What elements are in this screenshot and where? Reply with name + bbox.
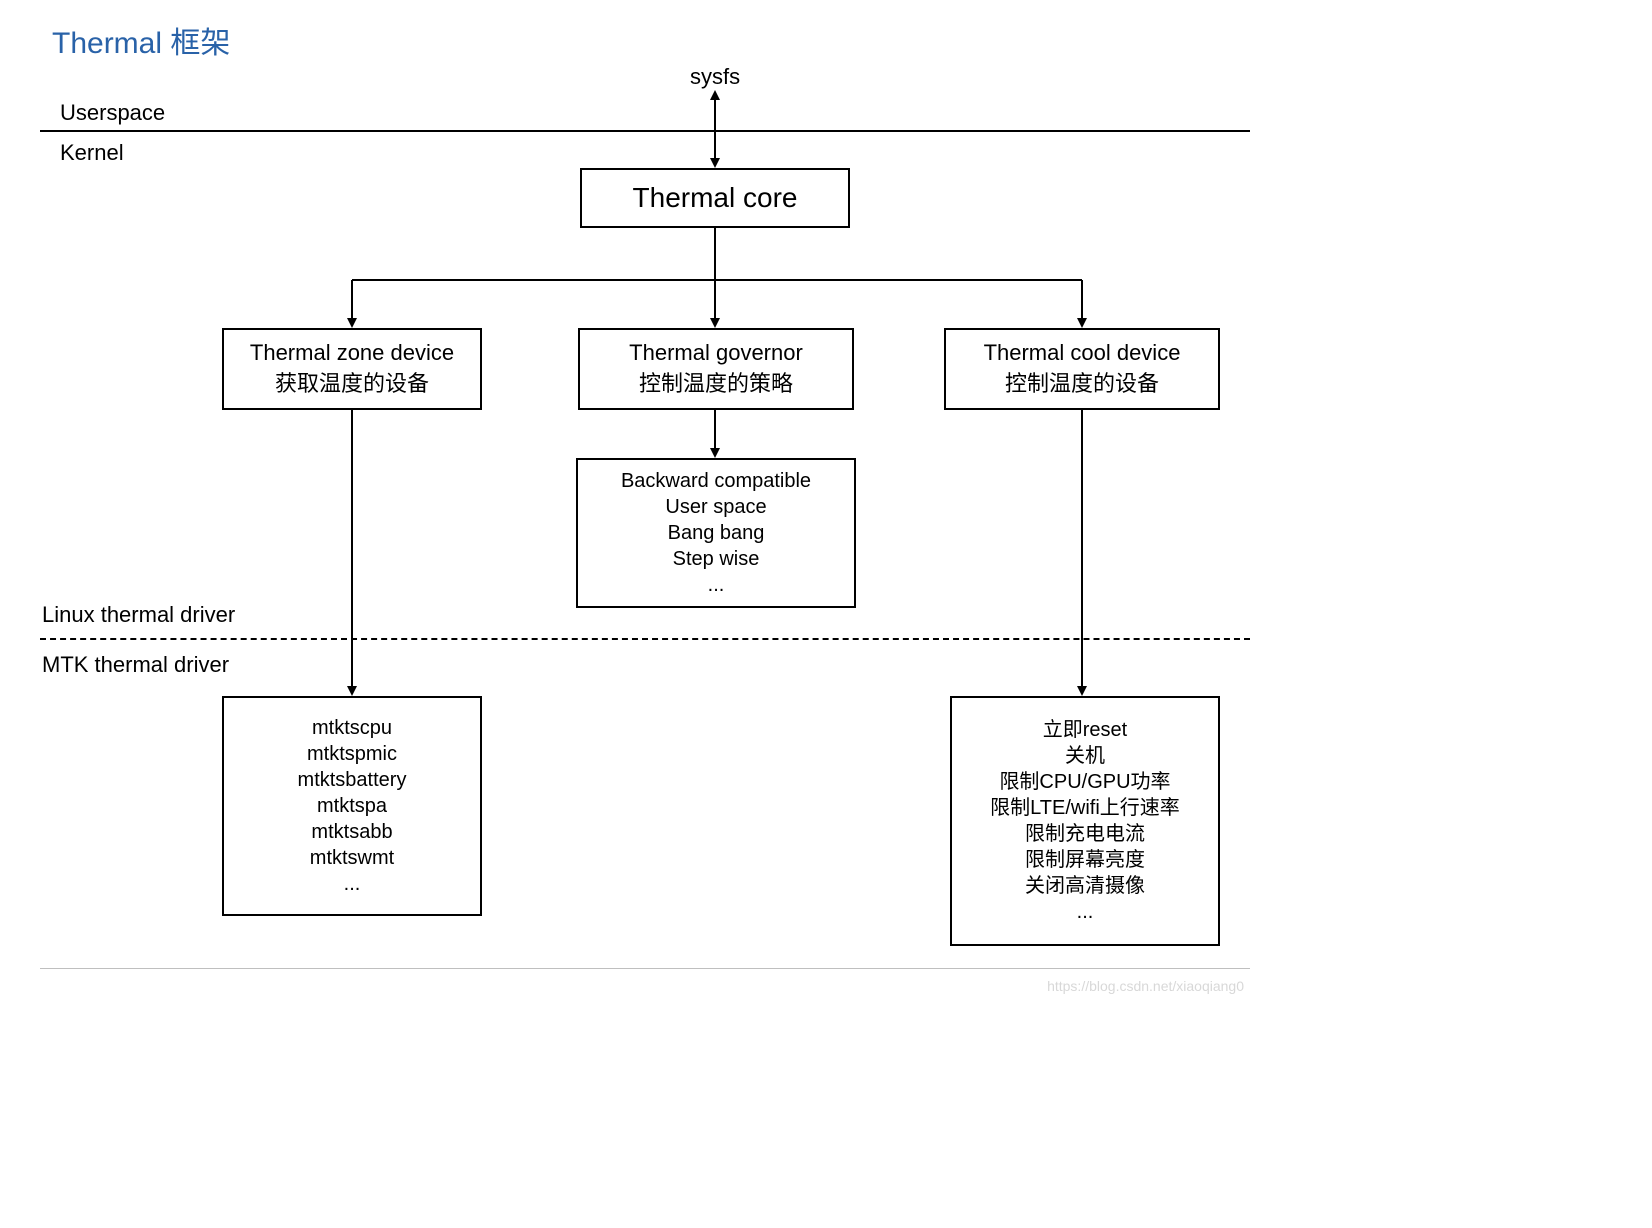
mtkcool-item-6: 关闭高清摄像	[1025, 873, 1145, 899]
mtkzone-item-0: mtktscpu	[312, 715, 392, 741]
gov-item-3: Step wise	[673, 546, 760, 572]
governor-list-node: Backward compatible User space Bang bang…	[576, 458, 856, 608]
mtkzone-item-3: mtktspa	[317, 793, 387, 819]
kernel-label: Kernel	[60, 140, 124, 166]
gov-item-4: ...	[708, 572, 725, 598]
mtkzone-item-4: mtktsabb	[311, 819, 392, 845]
mtkzone-item-6: ...	[344, 871, 361, 897]
mtkzone-item-1: mtktspmic	[307, 741, 397, 767]
mtkcool-item-0: 立即reset	[1043, 717, 1127, 743]
mtk-zone-list-node: mtktscpu mtktspmic mtktsbattery mtktspa …	[222, 696, 482, 916]
userspace-label: Userspace	[60, 100, 165, 126]
mtkcool-item-3: 限制LTE/wifi上行速率	[990, 795, 1180, 821]
mtkzone-item-5: mtktswmt	[310, 845, 394, 871]
mtkcool-item-5: 限制屏幕亮度	[1025, 847, 1145, 873]
linux-mtk-divider	[40, 638, 1250, 640]
gov-item-1: User space	[665, 494, 766, 520]
governor-line1: Thermal governor	[629, 338, 803, 369]
zone-line1: Thermal zone device	[250, 338, 454, 369]
mtkcool-item-7: ...	[1077, 899, 1094, 925]
mtkcool-item-1: 关机	[1065, 743, 1105, 769]
bottom-divider	[40, 968, 1250, 969]
thermal-governor-node: Thermal governor 控制温度的策略	[578, 328, 854, 410]
zone-line2: 获取温度的设备	[275, 369, 429, 400]
gov-item-2: Bang bang	[668, 520, 765, 546]
linux-thermal-driver-label: Linux thermal driver	[42, 602, 235, 628]
governor-line2: 控制温度的策略	[639, 369, 793, 400]
thermal-core-text: Thermal core	[633, 178, 798, 217]
userspace-kernel-divider	[40, 130, 1250, 132]
sysfs-label: sysfs	[690, 64, 740, 90]
cool-line2: 控制温度的设备	[1005, 369, 1159, 400]
gov-item-0: Backward compatible	[621, 468, 811, 494]
mtkzone-item-2: mtktsbattery	[298, 767, 407, 793]
mtk-cool-list-node: 立即reset 关机 限制CPU/GPU功率 限制LTE/wifi上行速率 限制…	[950, 696, 1220, 946]
thermal-zone-device-node: Thermal zone device 获取温度的设备	[222, 328, 482, 410]
page-title: Thermal 框架	[52, 18, 230, 62]
thermal-cool-device-node: Thermal cool device 控制温度的设备	[944, 328, 1220, 410]
cool-line1: Thermal cool device	[984, 338, 1181, 369]
watermark: https://blog.csdn.net/xiaoqiang0	[1047, 978, 1244, 994]
mtkcool-item-2: 限制CPU/GPU功率	[999, 769, 1170, 795]
thermal-core-node: Thermal core	[580, 168, 850, 228]
mtk-thermal-driver-label: MTK thermal driver	[42, 652, 229, 678]
mtkcool-item-4: 限制充电电流	[1025, 821, 1145, 847]
